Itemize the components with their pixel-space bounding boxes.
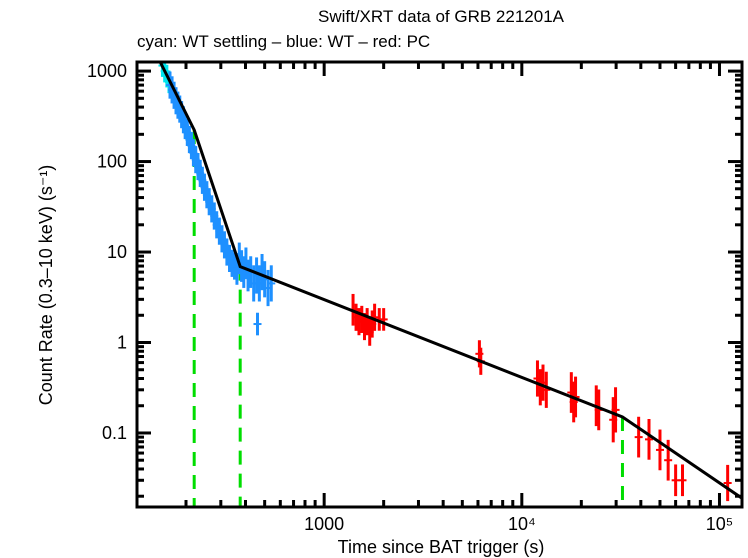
y-axis-label: Count Rate (0.3–10 keV) (s⁻¹) bbox=[36, 165, 56, 406]
x-tick-label: 10⁴ bbox=[508, 514, 536, 534]
x-tick-label: 10⁵ bbox=[706, 514, 733, 534]
plot-area: 1000 10⁴ 10⁵ 0.1 1 10 100 1000 bbox=[87, 60, 744, 534]
x-tick-label: 1000 bbox=[304, 514, 344, 534]
chart-title: Swift/XRT data of GRB 221201A bbox=[318, 7, 565, 26]
model-fit-line bbox=[158, 62, 742, 500]
y-tick-label: 10 bbox=[107, 242, 127, 262]
chart-subtitle: cyan: WT settling – blue: WT – red: PC bbox=[137, 32, 430, 51]
x-axis-label: Time since BAT trigger (s) bbox=[338, 537, 545, 557]
axes-frame bbox=[135, 60, 744, 509]
y-tick-label: 0.1 bbox=[102, 423, 127, 443]
y-tick-label: 1 bbox=[117, 333, 127, 353]
y-tick-label: 1000 bbox=[87, 61, 127, 81]
y-tick-label: 100 bbox=[97, 152, 127, 172]
plot-contents bbox=[158, 62, 742, 507]
